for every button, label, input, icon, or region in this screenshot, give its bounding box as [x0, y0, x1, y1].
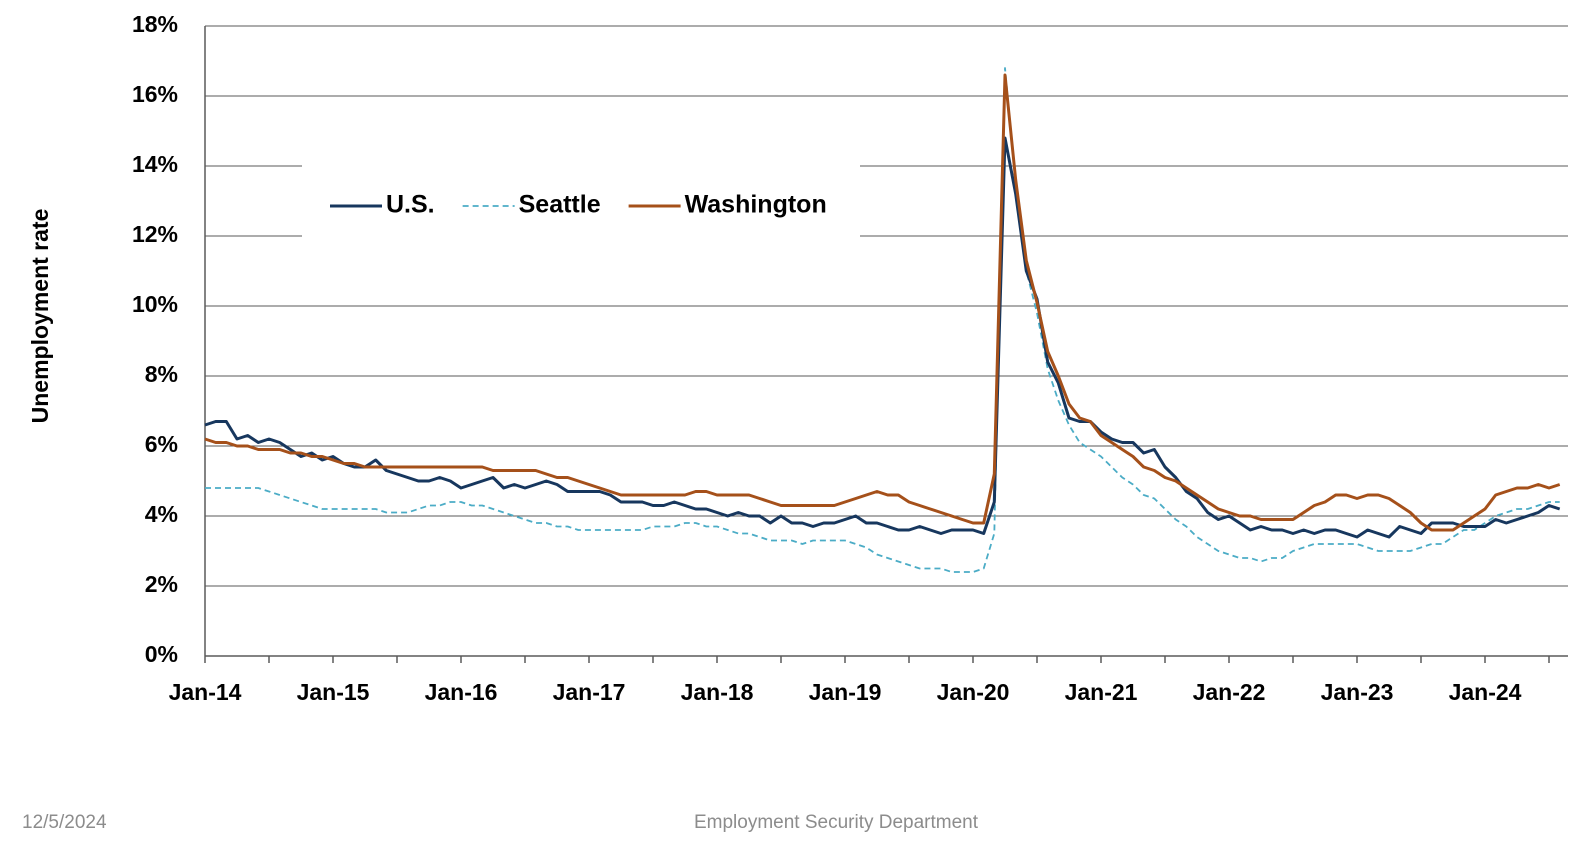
x-tick-label: Jan-20: [937, 679, 1010, 705]
y-tick-label: 18%: [132, 11, 178, 37]
footer-date: 12/5/2024: [22, 812, 107, 833]
x-tick-label: Jan-21: [1065, 679, 1138, 705]
y-tick-label: 10%: [132, 291, 178, 317]
footer-organization: Employment Security Department: [694, 812, 979, 833]
x-tick-label: Jan-24: [1449, 679, 1522, 705]
legend-box: [302, 163, 860, 239]
x-tick-label: Jan-23: [1321, 679, 1394, 705]
y-axis-label: Unemployment rate: [27, 209, 53, 424]
y-tick-label: 14%: [132, 151, 178, 177]
series-line: [205, 67, 1560, 573]
x-tick-label: Jan-19: [809, 679, 882, 705]
y-tick-label: 6%: [145, 431, 178, 457]
x-tick-label: Jan-18: [681, 679, 754, 705]
y-tick-label: 16%: [132, 81, 178, 107]
y-tick-label: 4%: [145, 501, 178, 527]
y-tick-label: 8%: [145, 361, 178, 387]
x-tick-label: Jan-15: [297, 679, 370, 705]
legend-label: Seattle: [519, 191, 601, 219]
x-tick-label: Jan-22: [1193, 679, 1266, 705]
y-tick-label: 0%: [145, 641, 178, 667]
y-tick-label: 2%: [145, 571, 178, 597]
x-tick-label: Jan-17: [553, 679, 626, 705]
series-line: [204, 73, 1561, 532]
legend-label: Washington: [685, 191, 827, 219]
legend-label: U.S.: [386, 191, 435, 219]
series-line: [204, 136, 1561, 539]
y-tick-label: 12%: [132, 221, 178, 247]
x-tick-label: Jan-14: [169, 679, 242, 705]
x-tick-label: Jan-16: [425, 679, 498, 705]
